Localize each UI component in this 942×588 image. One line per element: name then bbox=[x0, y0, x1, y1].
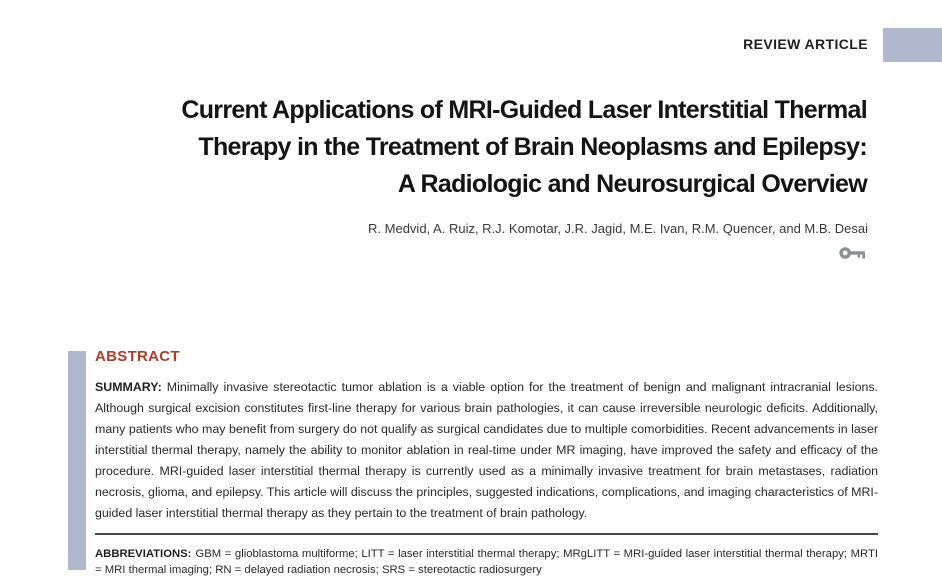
article-title-line-3: A Radiologic and Neurosurgical Overview bbox=[397, 170, 868, 198]
divider-rule bbox=[95, 533, 878, 535]
abbreviations-label: ABBREVIATIONS: bbox=[95, 548, 192, 560]
abbreviations-text: GBM = glioblastoma multiforme; LITT = la… bbox=[95, 548, 878, 576]
summary-text: Minimally invasive stereotactic tumor ab… bbox=[95, 380, 878, 520]
article-type-kicker: REVIEW ARTICLE bbox=[743, 36, 868, 52]
abstract-summary-paragraph: SUMMARY: Minimally invasive stereotactic … bbox=[95, 377, 878, 524]
abstract-heading: ABSTRACT bbox=[95, 348, 180, 365]
article-title: Current Applications of MRI-Guided Laser… bbox=[40, 92, 867, 203]
summary-label: SUMMARY: bbox=[95, 380, 162, 394]
article-title-line-1: Current Applications of MRI-Guided Laser… bbox=[181, 96, 867, 124]
article-title-line-2: Therapy in the Treatment of Brain Neopla… bbox=[198, 133, 867, 161]
masthead-corner-box bbox=[883, 28, 942, 62]
abbreviations-paragraph: ABBREVIATIONS: GBM = glioblastoma multifo… bbox=[95, 546, 878, 578]
author-byline: R. Medvid, A. Ruiz, R.J. Komotar, J.R. J… bbox=[368, 221, 868, 236]
open-access-key-icon bbox=[839, 246, 866, 261]
abstract-accent-bar bbox=[68, 351, 86, 570]
abstract-section: ABSTRACT SUMMARY: Minimally invasive ster… bbox=[95, 348, 878, 578]
